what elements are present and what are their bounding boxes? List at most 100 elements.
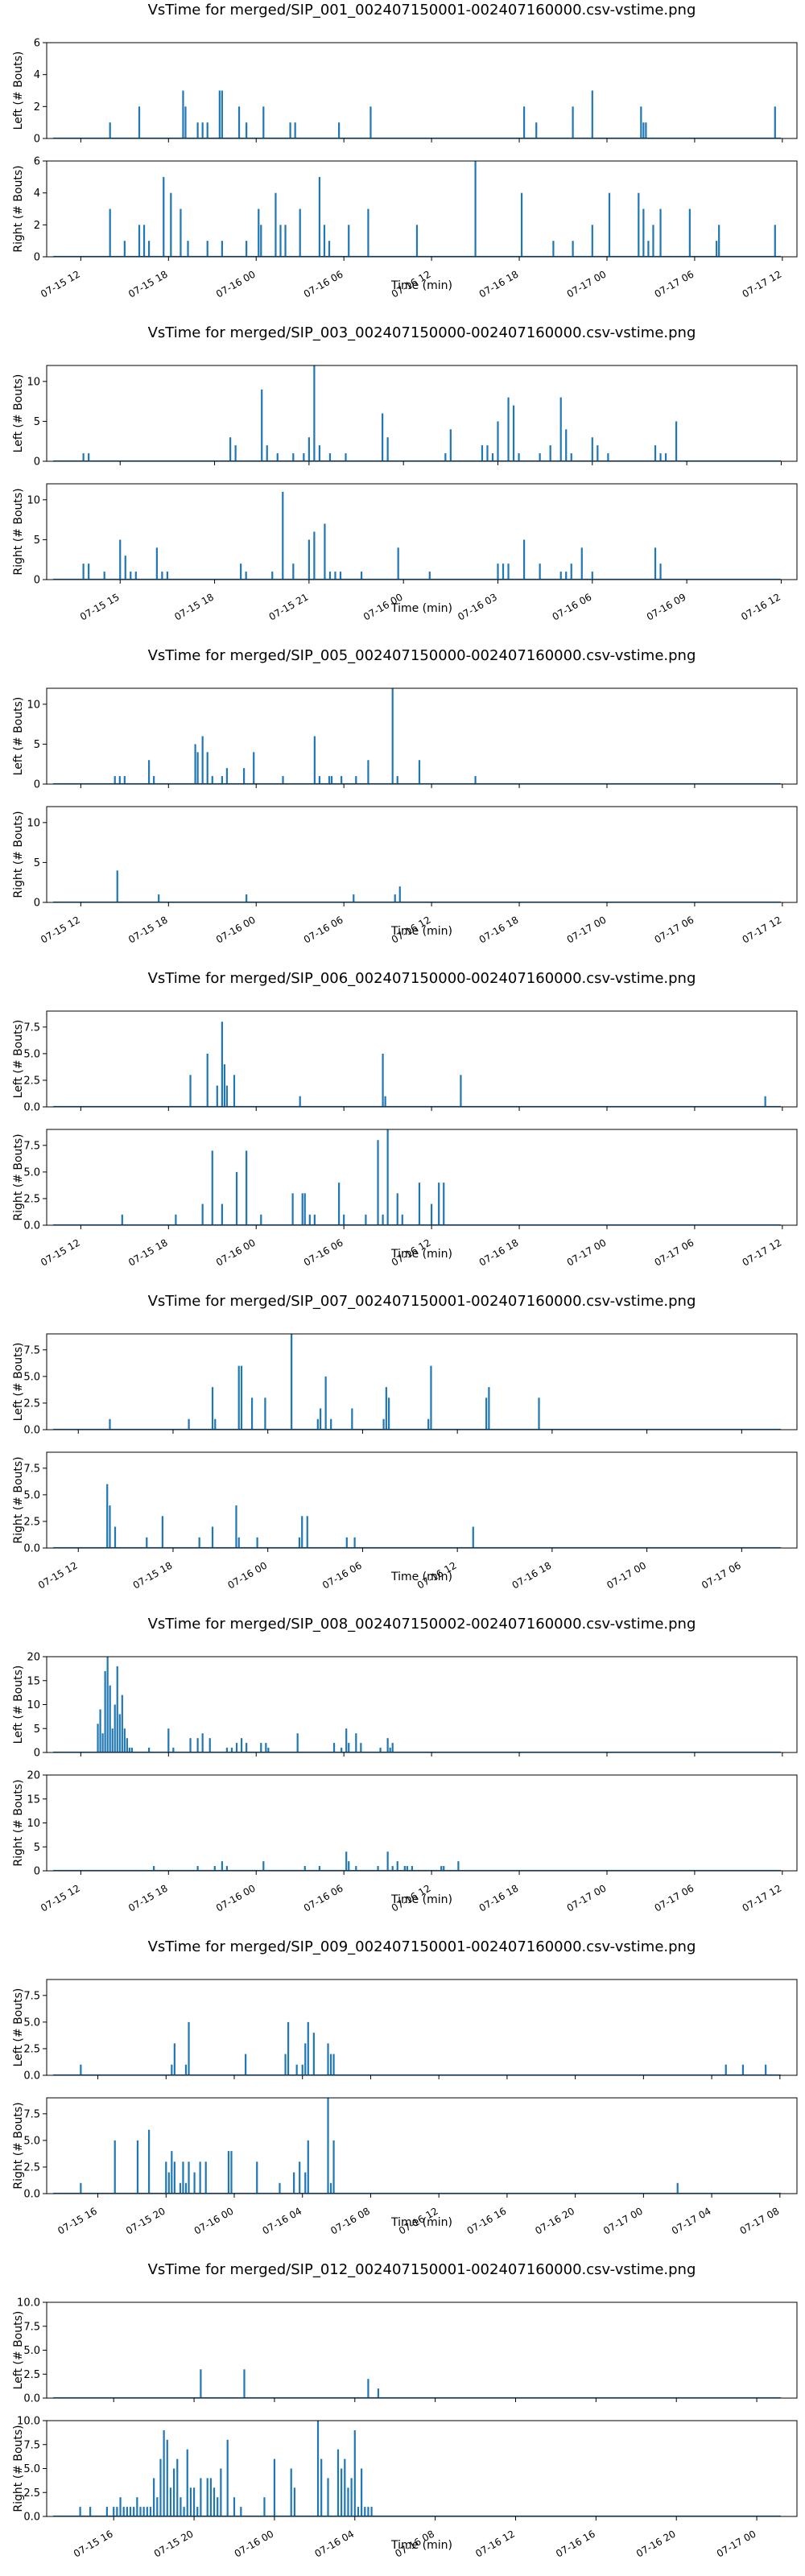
x-tick-label: 07-16 18	[477, 1236, 521, 1268]
bar	[193, 2172, 196, 2194]
bar	[345, 453, 347, 461]
x-tick-label: 07-17 12	[741, 1882, 784, 1913]
bar	[138, 225, 141, 257]
bar	[134, 572, 137, 580]
bar	[382, 1053, 384, 1107]
bar	[607, 453, 609, 461]
bar	[216, 1085, 218, 1107]
bar	[88, 564, 90, 580]
bar	[237, 1365, 240, 1430]
bar	[258, 208, 260, 257]
bar	[275, 192, 277, 257]
bar	[312, 2033, 315, 2075]
y-axis-label: Right (# Bouts)	[12, 488, 25, 575]
bar	[580, 547, 583, 580]
plot-frame	[46, 1774, 798, 1872]
x-axis-label: Time (min)	[390, 1893, 452, 1906]
bar	[507, 564, 510, 580]
bar	[176, 2458, 179, 2516]
bar	[304, 2172, 307, 2194]
y-tick-label: 5.0	[23, 2345, 40, 2357]
y-tick-label: 0	[34, 1866, 40, 1878]
bar	[130, 1748, 134, 1752]
bar	[570, 453, 572, 461]
bar	[114, 2140, 116, 2194]
bar	[233, 2497, 236, 2516]
y-tick-label: 10	[27, 1699, 40, 1711]
bar	[382, 1418, 385, 1430]
bar	[262, 106, 265, 138]
bar	[348, 225, 350, 257]
y-tick-label: 10.0	[17, 2297, 40, 2310]
bar	[396, 1193, 398, 1225]
y-axis-label: Right (# Bouts)	[12, 165, 25, 252]
bar	[538, 1397, 540, 1430]
bar	[260, 225, 262, 257]
bar	[313, 531, 316, 580]
bar	[79, 2507, 81, 2516]
x-tick-label: 07-17 06	[653, 268, 696, 299]
bar	[196, 1866, 199, 1871]
x-axis-label: Time (min)	[390, 1248, 452, 1261]
bar	[474, 161, 477, 257]
bar	[165, 2161, 167, 2194]
plot-frame	[46, 2301, 798, 2399]
bar	[654, 445, 657, 461]
bar	[307, 2140, 309, 2194]
x-tick-label: 07-16 09	[645, 591, 688, 622]
bar	[155, 547, 158, 580]
bar	[328, 572, 332, 580]
bar	[213, 2487, 216, 2516]
x-tick-label: 07-16 00	[214, 914, 258, 945]
bar	[109, 1418, 111, 1430]
x-tick-label: 07-16 00	[225, 1559, 269, 1591]
bar	[367, 2379, 369, 2398]
bar	[282, 491, 284, 580]
bar	[206, 2478, 208, 2516]
bar	[229, 437, 232, 461]
x-tick-label: 07-16 04	[261, 2205, 304, 2236]
bar	[344, 2458, 346, 2516]
bar	[214, 1418, 217, 1430]
bar	[428, 572, 431, 580]
bar	[329, 2054, 332, 2075]
bar	[306, 1516, 308, 1548]
bar	[299, 2161, 301, 2194]
bar	[221, 90, 223, 138]
bar	[147, 1748, 151, 1752]
x-tick-label: 07-15 12	[39, 1236, 82, 1268]
bar	[156, 2497, 159, 2516]
y-tick-label: 5.0	[23, 2463, 40, 2475]
bar	[559, 572, 562, 580]
bar	[301, 1516, 303, 1548]
bar	[226, 2439, 229, 2516]
bar	[196, 122, 199, 138]
plot-frame	[46, 483, 798, 580]
bar	[357, 2507, 360, 2516]
y-axis-label: Left (# Bouts)	[12, 374, 25, 453]
bar	[565, 429, 568, 461]
bar	[118, 1714, 121, 1752]
y-axis-label: Left (# Bouts)	[12, 697, 25, 776]
bar	[230, 1748, 233, 1752]
bar	[307, 2021, 309, 2075]
y-tick-label: 5	[34, 416, 40, 428]
bar	[119, 2497, 122, 2516]
x-tick-label: 07-16 06	[551, 591, 594, 622]
bar	[444, 453, 447, 461]
y-tick-label: 4	[34, 188, 40, 200]
bar	[267, 1748, 270, 1752]
y-tick-label: 4	[34, 69, 40, 81]
y-axis-label: Right (# Bouts)	[12, 811, 25, 898]
bar	[377, 1866, 379, 1871]
bar	[320, 1408, 322, 1430]
bar	[225, 1866, 229, 1871]
bar	[261, 389, 263, 461]
bar	[235, 1505, 237, 1548]
bar	[166, 2439, 168, 2516]
plot-frame	[46, 1656, 798, 1753]
bar	[149, 2507, 152, 2516]
